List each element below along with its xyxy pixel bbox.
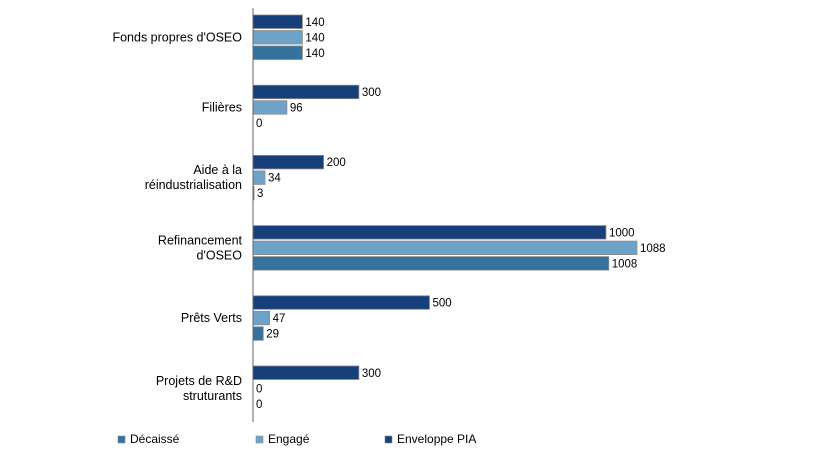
legend-swatch (117, 435, 126, 444)
bar (252, 310, 270, 326)
bar (252, 84, 360, 100)
legend-label: Décaissé (130, 432, 180, 446)
data-label: 96 (290, 102, 303, 114)
data-label: 300 (362, 368, 381, 380)
bar (252, 170, 266, 185)
data-label: 1008 (612, 258, 638, 270)
data-label: 140 (305, 32, 324, 44)
bar (252, 30, 303, 45)
legend: Décaissé Engagé Enveloppe PIA (117, 432, 476, 446)
category-label: Projets de R&D struturants (156, 374, 242, 403)
data-label: 0 (256, 399, 262, 411)
bar (252, 45, 303, 60)
bar (252, 154, 324, 170)
data-label: 200 (327, 157, 346, 169)
category-label: Fonds propres d'OSEO (112, 30, 242, 44)
bar (252, 240, 638, 256)
bar (252, 295, 430, 310)
legend-swatch (255, 435, 264, 444)
data-label: 1000 (609, 227, 635, 239)
category-labels: Fonds propres d'OSEO Filières Aide à la réi… (112, 30, 242, 403)
category-label: Prêts Verts (181, 311, 242, 325)
category-label: Aide à la réindustrialisation (145, 163, 242, 192)
legend-label: Enveloppe PIA (397, 432, 476, 446)
bar (252, 100, 288, 115)
bar (252, 256, 610, 271)
data-label: 300 (362, 87, 381, 99)
data-label: 0 (256, 118, 262, 130)
category-label: Filières (202, 100, 242, 114)
data-label: 1088 (640, 243, 666, 255)
data-label: 140 (305, 17, 324, 29)
bar (252, 365, 360, 380)
legend-label: Engagé (268, 432, 310, 446)
data-label: 0 (256, 383, 262, 395)
bar (252, 326, 264, 341)
bar (252, 225, 607, 240)
category-label: Refinancement d'OSEO (158, 233, 243, 262)
bar (252, 14, 303, 29)
data-label: 29 (266, 329, 279, 341)
data-label: 140 (305, 48, 324, 60)
data-label: 47 (273, 313, 286, 325)
legend-swatch (384, 435, 393, 444)
data-label: 34 (268, 173, 281, 185)
data-label: 500 (432, 298, 451, 310)
data-label: 3 (257, 188, 263, 200)
